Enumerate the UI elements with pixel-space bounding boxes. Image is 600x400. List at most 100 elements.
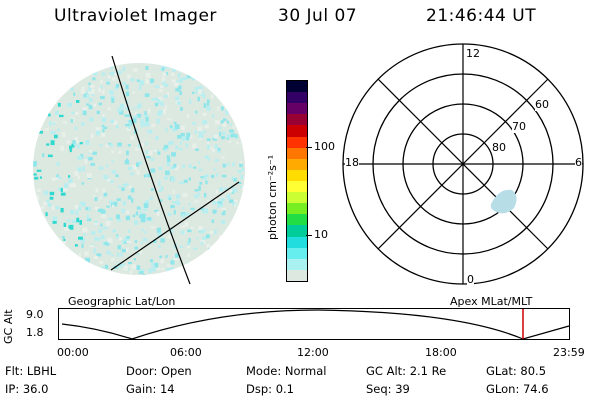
image-speckle: [212, 200, 216, 205]
image-speckle: [53, 90, 56, 95]
image-speckle: [230, 243, 234, 249]
image-speckle: [195, 90, 198, 94]
image-speckle: [183, 179, 188, 183]
image-speckle: [241, 198, 245, 201]
image-speckle: [142, 208, 148, 211]
image-speckle: [42, 264, 46, 267]
info-gain: Gain: 14: [126, 382, 175, 396]
image-speckle: [54, 63, 58, 68]
color-bar-segment: [287, 114, 307, 126]
image-speckle: [225, 109, 229, 115]
image-speckle: [38, 130, 43, 134]
image-speckle: [134, 240, 138, 243]
image-speckle: [105, 144, 109, 148]
image-speckle: [218, 127, 222, 130]
mlt-label-6: 6: [575, 156, 582, 169]
info-ip: IP: 36.0: [5, 382, 49, 396]
image-speckle: [118, 237, 123, 241]
image-speckle: [143, 124, 149, 127]
image-speckle: [150, 158, 155, 161]
image-speckle: [221, 212, 225, 216]
image-speckle: [66, 264, 70, 268]
image-speckle: [171, 72, 175, 76]
image-speckle: [73, 92, 76, 96]
image-speckle: [209, 79, 213, 83]
image-speckle: [158, 97, 162, 102]
image-speckle: [218, 255, 221, 259]
image-speckle: [34, 218, 38, 221]
image-speckle: [61, 132, 66, 137]
image-speckle: [199, 137, 202, 141]
image-speckle: [70, 87, 74, 91]
image-speckle: [151, 262, 156, 266]
image-speckle: [220, 274, 225, 275]
image-speckle: [175, 269, 180, 272]
image-speckle: [48, 113, 51, 117]
image-speckle: [203, 192, 207, 198]
image-speckle: [38, 268, 43, 272]
image-speckle: [124, 160, 130, 165]
image-speckle: [33, 200, 37, 204]
color-bar-tick-10: [306, 235, 312, 236]
image-speckle: [198, 168, 203, 171]
image-speckle: [212, 137, 217, 141]
image-speckle: [47, 202, 52, 207]
image-speckle: [144, 274, 150, 275]
image-speckle: [93, 195, 96, 199]
image-speckle: [106, 79, 109, 83]
image-speckle: [86, 218, 92, 222]
image-speckle: [61, 86, 67, 92]
image-speckle: [150, 259, 153, 263]
image-speckle: [192, 122, 196, 125]
image-speckle: [234, 203, 237, 208]
color-bar-segment: [287, 192, 307, 204]
image-speckle: [236, 93, 240, 97]
image-speckle: [180, 271, 185, 275]
image-speckle: [45, 70, 48, 75]
image-speckle: [188, 63, 193, 67]
image-speckle: [157, 111, 162, 117]
image-speckle: [122, 66, 126, 72]
image-speckle: [73, 265, 76, 270]
image-speckle: [151, 123, 156, 128]
image-speckle: [226, 241, 231, 245]
image-speckle: [104, 241, 108, 245]
info-mode: Mode: Normal: [246, 364, 327, 378]
image-speckle: [34, 176, 39, 180]
image-speckle: [138, 214, 142, 218]
image-speckle: [106, 205, 110, 208]
image-speckle: [76, 141, 80, 144]
image-speckle: [45, 245, 48, 248]
image-speckle: [39, 176, 42, 179]
image-speckle: [182, 76, 188, 80]
image-speckle: [136, 170, 140, 175]
image-speckle: [198, 161, 201, 164]
image-speckle: [220, 198, 225, 202]
image-speckle: [175, 194, 180, 199]
image-speckle: [50, 130, 56, 135]
image-speckle: [166, 267, 171, 273]
image-speckle: [229, 129, 234, 133]
image-speckle: [150, 78, 155, 83]
image-speckle: [188, 238, 191, 243]
image-speckle: [127, 74, 131, 79]
image-speckle: [200, 91, 204, 96]
image-speckle: [43, 190, 48, 196]
image-speckle: [208, 266, 211, 270]
image-speckle: [156, 211, 160, 217]
image-speckle: [139, 80, 144, 86]
image-speckle: [63, 222, 67, 227]
image-speckle: [87, 173, 92, 178]
image-speckle: [136, 79, 140, 82]
image-speckle: [35, 237, 39, 242]
image-speckle: [155, 136, 159, 141]
image-speckle: [33, 84, 39, 89]
image-speckle: [47, 154, 53, 158]
image-speckle: [64, 226, 69, 231]
image-speckle: [102, 128, 105, 133]
image-speckle: [234, 200, 238, 205]
image-speckle: [110, 119, 115, 124]
image-speckle: [236, 142, 239, 145]
image-speckle: [130, 187, 135, 193]
image-speckle: [240, 174, 243, 180]
